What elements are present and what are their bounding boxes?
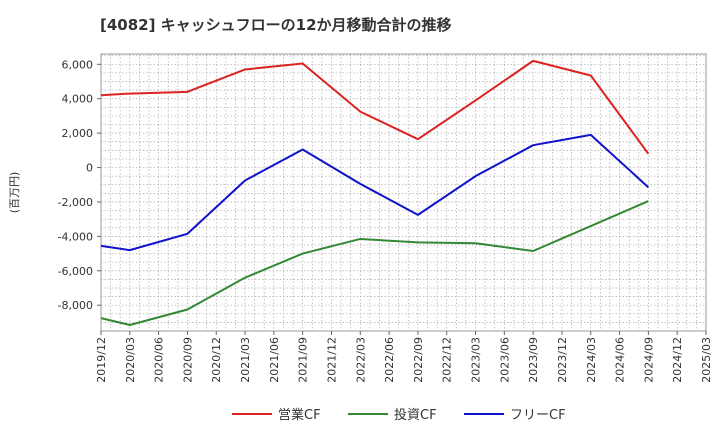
series-line-0 xyxy=(100,59,650,155)
x-tick-label: 2023/06 xyxy=(498,337,511,383)
x-tick-label: 2019/12 xyxy=(95,337,108,383)
x-tick-label: 2022/03 xyxy=(354,337,367,383)
x-tick-label: 2024/06 xyxy=(614,337,627,383)
x-tick-label: 2023/03 xyxy=(470,337,483,383)
series-line-1 xyxy=(100,200,649,326)
y-tick-label: 6,000 xyxy=(62,58,94,71)
y-tick-label: 0 xyxy=(86,162,93,175)
x-tick-label: 2024/12 xyxy=(671,337,684,383)
x-tick-label: 2020/09 xyxy=(181,337,194,383)
x-tick-label: 2021/03 xyxy=(239,337,252,383)
x-tick-label: 2020/12 xyxy=(210,337,223,383)
x-tick-label: 2020/03 xyxy=(124,337,137,383)
y-tick-label: -4,000 xyxy=(58,230,93,243)
grid xyxy=(101,54,706,331)
y-axis-label: (百万円) xyxy=(8,172,21,214)
x-tick-label: 2024/03 xyxy=(585,337,598,383)
legend-label-2: フリーCF xyxy=(510,408,566,423)
x-tick-label: 2021/06 xyxy=(268,337,281,383)
x-tick-label: 2020/06 xyxy=(153,337,166,383)
series-line-2 xyxy=(100,133,650,252)
x-tick-label: 2025/03 xyxy=(700,337,713,383)
x-tick-label: 2024/09 xyxy=(642,337,655,383)
chart-title: [4082] キャッシュフローの12か月移動合計の推移 xyxy=(100,16,452,34)
legend-label-1: 投資CF xyxy=(394,407,437,423)
y-tick-label: -2,000 xyxy=(58,196,93,209)
y-tick-label: 2,000 xyxy=(62,127,94,140)
x-tick-label: 2021/09 xyxy=(297,337,310,383)
x-tick-label: 2023/09 xyxy=(527,337,540,383)
x-tick-label: 2022/06 xyxy=(383,337,396,383)
y-tick-label: -8,000 xyxy=(58,299,93,312)
y-tick-label: 4,000 xyxy=(62,93,94,106)
x-tick-label: 2022/12 xyxy=(441,337,454,383)
x-tick-label: 2021/12 xyxy=(325,337,338,383)
x-tick-label: 2023/12 xyxy=(556,337,569,383)
legend-label-0: 営業CF xyxy=(278,407,321,423)
series-layer xyxy=(100,59,650,326)
legend: 営業CF 投資CF フリーCF xyxy=(232,407,566,423)
y-axis-ticks: 6,000 4,000 2,000 0 -2,000 -4,000 -6,000 -8,000 xyxy=(58,58,101,312)
y-tick-label: -6,000 xyxy=(58,265,93,278)
x-axis-ticks: 2019/12 2020/03 2020/06 2020/09 2020/12 2021/… xyxy=(95,331,713,383)
x-tick-label: 2022/09 xyxy=(412,337,425,383)
plot-frame xyxy=(100,53,707,332)
